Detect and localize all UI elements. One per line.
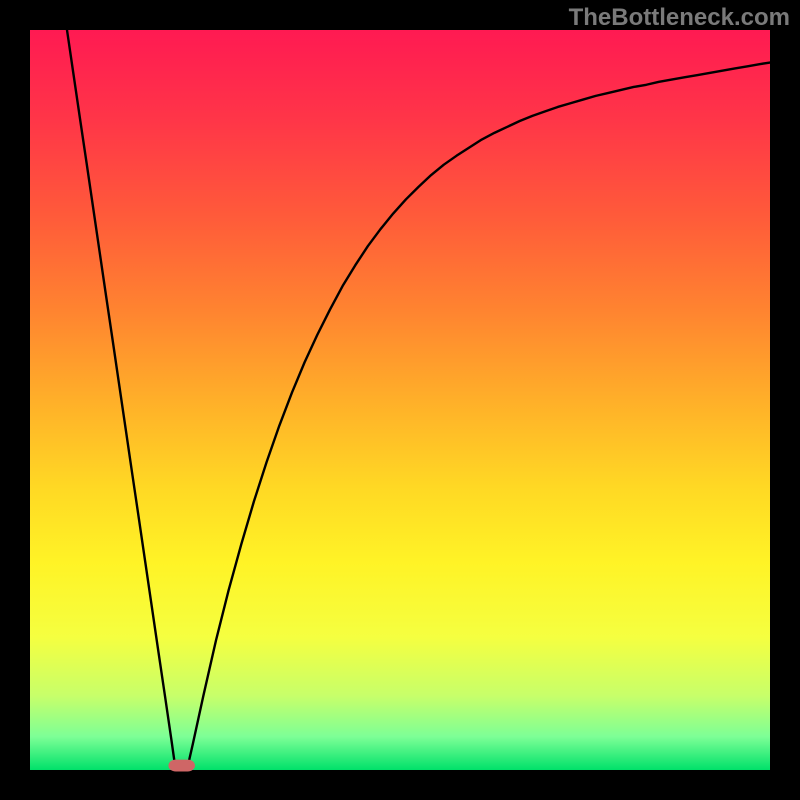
chart-svg [0, 0, 800, 800]
plot-background [30, 30, 770, 770]
optimum-marker [168, 760, 195, 772]
bottleneck-curve-chart: TheBottleneck.com [0, 0, 800, 800]
